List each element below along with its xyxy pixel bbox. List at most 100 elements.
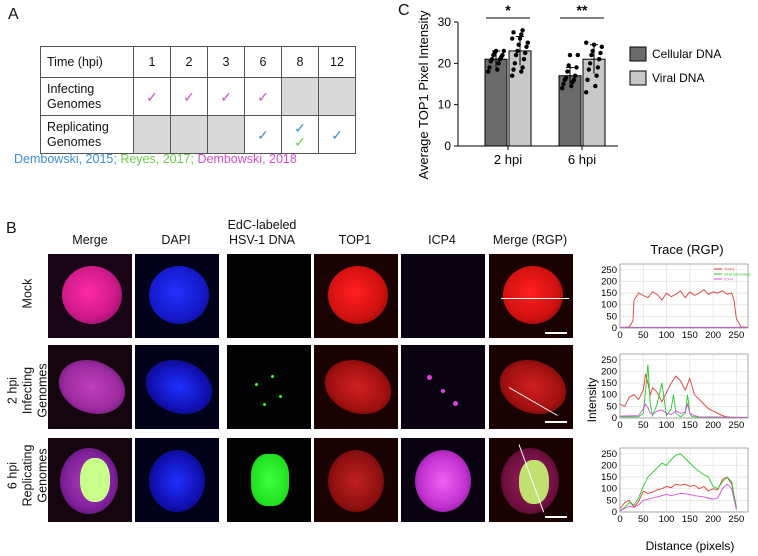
table-cell: ✓ [318, 115, 356, 154]
image-6hpi-merge [48, 438, 132, 522]
citation-line: Dembowski, 2015; Reyes, 2017; Dembowski,… [14, 152, 297, 166]
image-6hpi-icp4 [401, 438, 485, 522]
row-label-line: Genomes [47, 96, 102, 111]
x-tick-label: 50 [638, 330, 649, 341]
replication-compartment [80, 458, 110, 502]
y-tick-label: 50 [606, 311, 617, 322]
image-2hpi-merge [48, 345, 132, 429]
bar-chart-ylabel: Average TOP1 Pixel Intensity [416, 10, 431, 180]
significance-label: * [505, 2, 511, 18]
check-icon: ✓ [294, 119, 306, 136]
image-2hpi-top1 [314, 345, 398, 429]
y-tick-label: 250 [601, 449, 617, 460]
data-point [524, 44, 529, 49]
icp4-spot [453, 401, 458, 406]
viral-genome-spot [279, 395, 282, 398]
time-cell: 8 [281, 46, 319, 78]
row-head-line: 2 hpi [5, 376, 20, 405]
nucleus-shape [62, 266, 122, 324]
data-point [563, 75, 569, 81]
data-point [487, 65, 492, 70]
data-point [591, 42, 597, 47]
panel-label-b: B [6, 220, 17, 237]
trace-line-icp4 [619, 483, 737, 512]
data-point [574, 65, 579, 70]
image-2hpi-icp4 [401, 345, 485, 429]
y-tick-label: 150 [601, 472, 617, 483]
table-header-row: Time (hpi) 1 2 3 6 8 12 [40, 46, 356, 78]
data-point [566, 63, 571, 68]
image-mock-rgp [489, 254, 573, 338]
table-cell: ✓ [170, 77, 208, 116]
nucleus-shape [328, 450, 384, 512]
y-tick-label: 0 [612, 507, 617, 518]
nucleus-shape [138, 350, 219, 424]
row-head-mock: Mock [21, 264, 36, 324]
x-tick-label: 150 [682, 420, 698, 431]
data-point [599, 44, 604, 49]
y-tick-label: 10 [438, 98, 452, 112]
viral-genome-spot [263, 403, 266, 406]
row-label-line: Replicating [47, 119, 109, 134]
table-cell: ✓ [133, 77, 171, 116]
table-cell [318, 77, 356, 116]
significance-label: ** [577, 2, 588, 18]
y-tick-label: 0 [612, 323, 617, 334]
y-tick-label: 150 [601, 288, 617, 299]
row-head-6hpi: 6 hpi Replicating Genomes [6, 432, 51, 520]
table-cell: ✓ [244, 115, 282, 154]
data-point [496, 61, 501, 66]
col-head-top1: TOP1 [338, 233, 372, 247]
x-tick-label: 0 [617, 330, 622, 341]
trace-line-top1 [619, 373, 737, 418]
row-label-line: Infecting [47, 81, 95, 96]
legend-label: Cellular DNA [652, 47, 721, 61]
y-tick-label: 150 [601, 378, 617, 389]
x-tick-label: 100 [659, 330, 675, 341]
row-label-infecting: Infecting Genomes [40, 77, 134, 116]
y-tick-label: 30 [438, 15, 452, 29]
x-tick-label: 50 [638, 514, 649, 525]
data-point [584, 90, 589, 95]
check-icon: ✓ [331, 126, 343, 143]
row-head-line: Infecting [20, 366, 35, 415]
x-tick-label: 0 [617, 514, 622, 525]
image-6hpi-top1 [314, 438, 398, 522]
check-icon: ✓ [183, 88, 195, 105]
data-point [500, 52, 505, 58]
x-tick-label: 200 [705, 514, 721, 525]
data-point [585, 77, 590, 83]
time-cell: 3 [207, 46, 245, 78]
check-icon: ✓ [257, 126, 269, 143]
viral-genome-spot [255, 383, 258, 386]
legend-label: Viral Genomes [724, 272, 750, 277]
viral-genome-spot [271, 375, 274, 378]
legend-swatch [629, 70, 647, 86]
data-point [495, 67, 500, 72]
data-point [567, 52, 573, 58]
data-point [489, 57, 495, 62]
row-label-line: Genomes [47, 134, 102, 149]
scale-bar [545, 516, 567, 518]
y-tick-label: 100 [601, 300, 617, 311]
col-head-merge: Merge [72, 233, 108, 247]
x-tick-label: 150 [682, 330, 698, 341]
table-row-infecting: Infecting Genomes ✓ ✓ ✓ ✓ [40, 77, 356, 116]
data-point [512, 61, 517, 66]
data-point [486, 69, 491, 74]
table-cell [133, 115, 171, 154]
data-point [493, 48, 499, 54]
legend-swatch [629, 46, 647, 62]
nucleus-shape [51, 350, 132, 424]
nucleus-shape [492, 350, 573, 424]
x-tick-label: 0 [617, 420, 622, 431]
nucleus-shape [415, 450, 471, 512]
trace-line-top1 [619, 476, 737, 509]
col-head-icp4: ICP4 [428, 233, 456, 247]
y-tick-label: 250 [601, 265, 617, 276]
image-6hpi-rgp [489, 438, 573, 522]
data-point [515, 48, 520, 54]
x-tick-label: 50 [638, 420, 649, 431]
panel-label-c: C [398, 2, 410, 19]
